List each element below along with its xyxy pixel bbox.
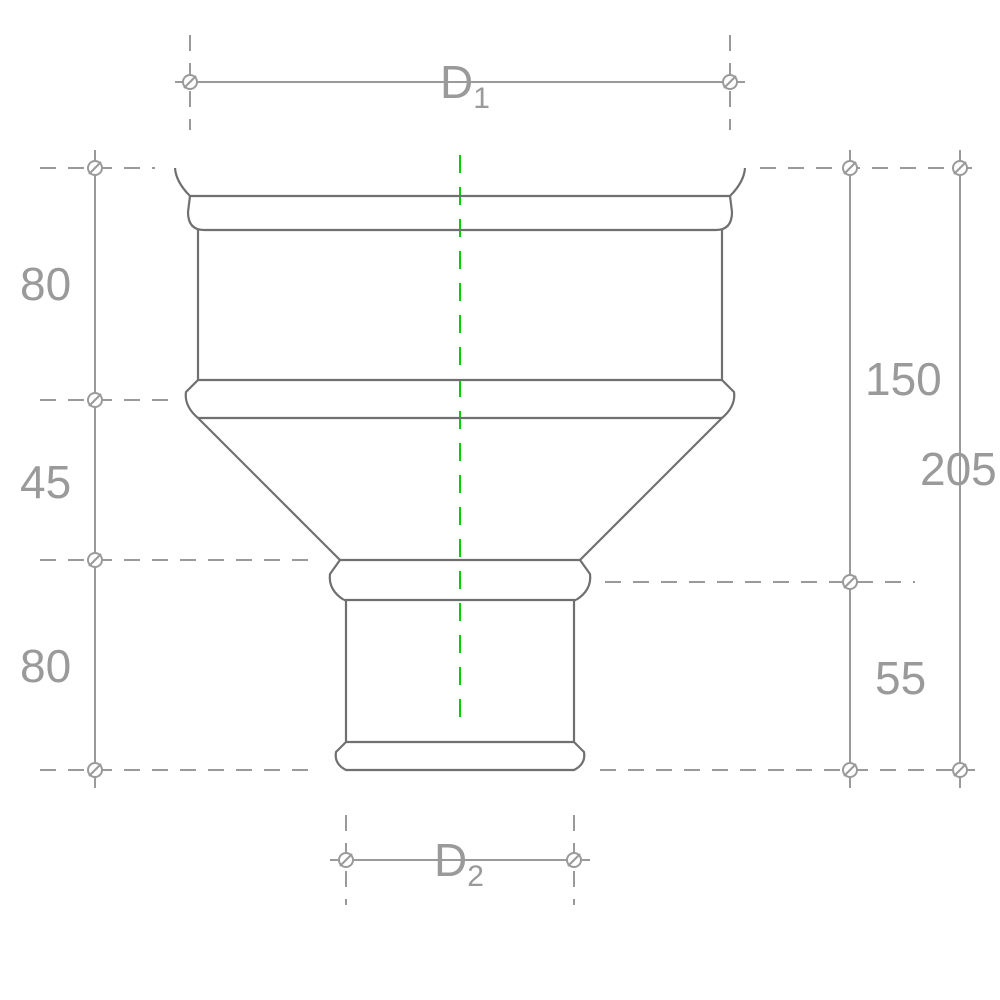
label-left-45: 45: [20, 456, 71, 508]
dim-left-chain: [40, 150, 315, 788]
label-right-150: 150: [865, 353, 942, 405]
technical-drawing: D1 D2 80 45 80: [0, 0, 1000, 1000]
label-right-55: 55: [875, 652, 926, 704]
label-left-80b: 80: [20, 640, 71, 692]
label-d2: D2: [434, 834, 484, 893]
label-d1: D1: [440, 56, 490, 115]
label-left-80a: 80: [20, 258, 71, 310]
label-right-205: 205: [920, 443, 997, 495]
